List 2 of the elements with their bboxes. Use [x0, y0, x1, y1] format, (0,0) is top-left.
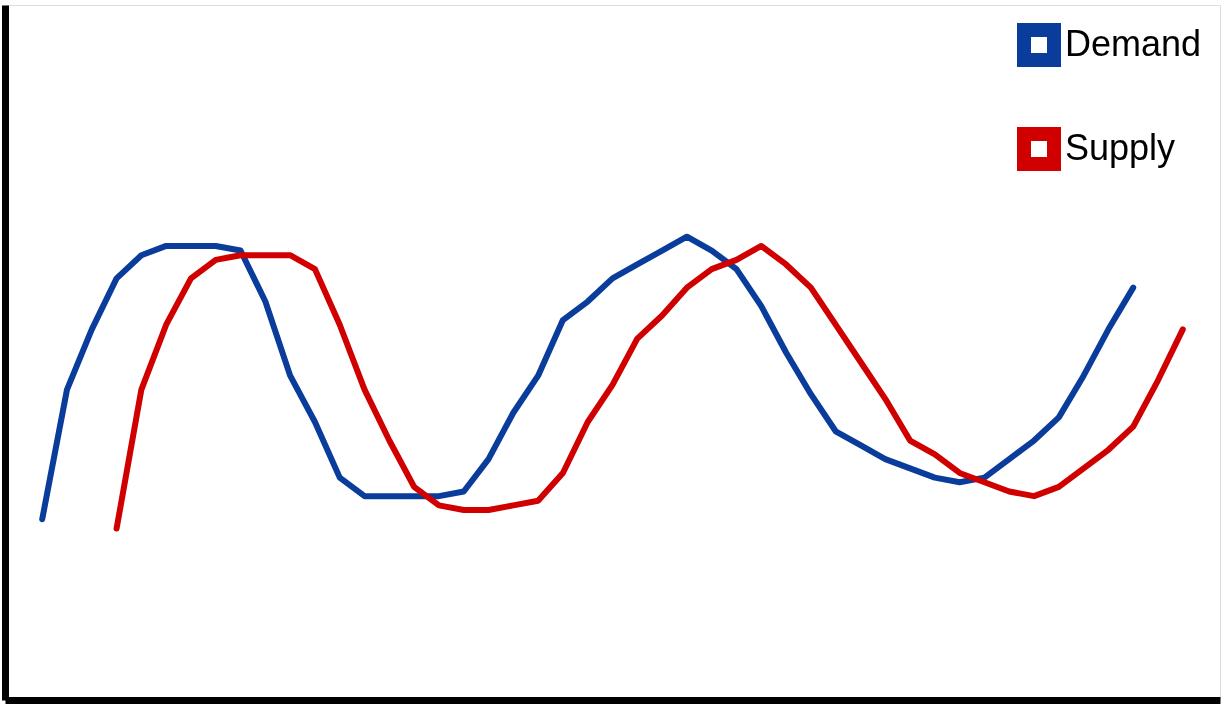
legend-label: Supply: [1065, 127, 1176, 168]
legend-label: Demand: [1065, 23, 1202, 64]
